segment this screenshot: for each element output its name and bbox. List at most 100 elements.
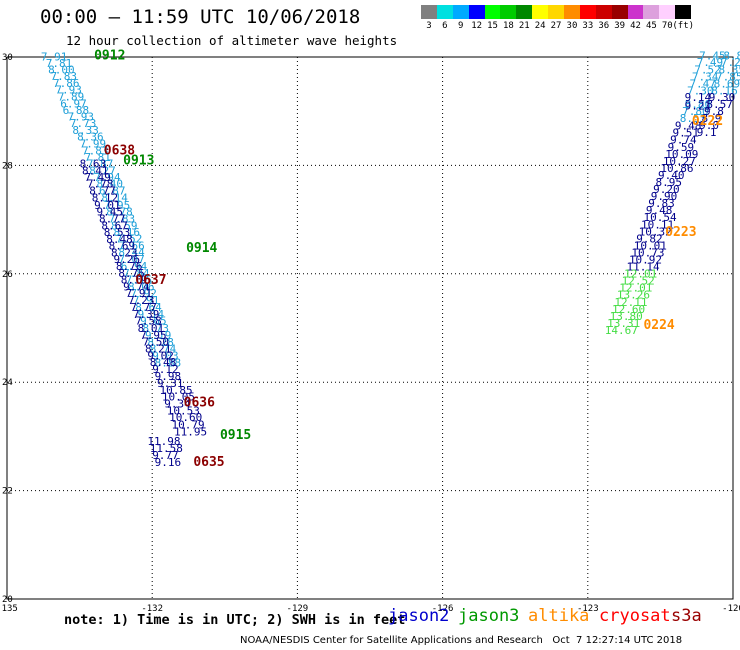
wave-height-value: 7.91 bbox=[133, 294, 160, 307]
wave-height-value: 7.45 bbox=[699, 50, 726, 63]
wave-height-value: 7.89 bbox=[58, 90, 85, 103]
scale-label: 9 bbox=[458, 21, 464, 31]
wave-height-value: 8.28 bbox=[147, 336, 174, 349]
scale-cell: (ft) bbox=[672, 5, 694, 31]
scale-label: 27 bbox=[550, 21, 562, 31]
wave-height-value: 9.26 bbox=[113, 253, 140, 266]
pass-time-label: 0912 bbox=[94, 49, 125, 64]
wave-height-value: 9.40 bbox=[658, 169, 685, 182]
lon-tick-label: -129 bbox=[287, 604, 309, 614]
legend-s3a: s3a bbox=[671, 606, 702, 626]
wave-height-value: 12.52 bbox=[622, 275, 655, 288]
wave-height-value: 9.14 bbox=[685, 91, 712, 104]
wave-height-value: 9.74 bbox=[670, 134, 697, 147]
wave-height-value: 8.44 bbox=[118, 246, 145, 259]
lon-tick-label: -126 bbox=[432, 604, 454, 614]
wave-height-value: 8.14 bbox=[101, 192, 128, 205]
scale-cell: 18 bbox=[500, 5, 517, 31]
scale-cell: 15 bbox=[484, 5, 501, 31]
wave-height-value: 7.49 bbox=[84, 171, 111, 184]
wave-height-value: 8.48 bbox=[150, 356, 177, 369]
wave-height-value: 12.60 bbox=[612, 303, 645, 316]
wave-height-value: 8.80 bbox=[685, 98, 712, 111]
scale-cell: 39 bbox=[611, 5, 628, 31]
wave-height-value: 8.57 bbox=[706, 98, 733, 111]
legend-jason2: jason2 bbox=[388, 606, 450, 626]
legend-altika: altika bbox=[528, 606, 590, 626]
wave-height-value: 8.75 bbox=[118, 267, 145, 280]
scale-swatch bbox=[484, 5, 501, 19]
wave-height-value: 9.8 bbox=[704, 105, 724, 118]
wave-height-value: 9.90 bbox=[651, 190, 678, 203]
wave-height-value: 7.92 bbox=[130, 287, 157, 300]
wave-height-value: 7.87 bbox=[87, 158, 114, 171]
wave-height-value: 12.01 bbox=[624, 268, 657, 281]
wave-height-value: 8.06 bbox=[128, 281, 155, 294]
wave-height-value: 11.95 bbox=[174, 425, 207, 438]
wave-height-value: 7.73 bbox=[70, 117, 97, 130]
lon-tick-label: -120 bbox=[722, 604, 740, 614]
wave-height-value: 7.58 bbox=[135, 315, 162, 328]
wave-height-value: 7.84 bbox=[123, 267, 150, 280]
lat-tick-label: 22 bbox=[2, 487, 13, 497]
lon-tick-label: -135 bbox=[0, 604, 18, 614]
wave-height-value: 6.87 bbox=[99, 185, 126, 198]
scale-swatch bbox=[611, 5, 628, 19]
scale-swatch bbox=[675, 5, 692, 19]
scale-label: 3 bbox=[426, 21, 432, 31]
map-subtitle: 12 hour collection of altimeter wave hei… bbox=[66, 33, 398, 48]
wave-height-value: 7.94 bbox=[94, 171, 121, 184]
lat-tick-label: 28 bbox=[2, 161, 13, 171]
wave-height-value: 8.88 bbox=[155, 356, 182, 369]
scale-cell: 36 bbox=[595, 5, 612, 31]
scale-label: 36 bbox=[598, 21, 610, 31]
wave-height-value: 8.95 bbox=[656, 176, 683, 189]
wave-height-value: 9.19 bbox=[145, 329, 172, 342]
wave-height-value: 8.77 bbox=[99, 212, 126, 225]
wave-height-value: 8.40 bbox=[97, 178, 124, 191]
wave-height-value: 8.74 bbox=[150, 342, 177, 355]
wave-height-value: 13.26 bbox=[617, 289, 650, 302]
wave-height-value: 6.97 bbox=[60, 97, 87, 110]
scale-cell: 12 bbox=[468, 5, 485, 31]
wave-height-value: 7.28 bbox=[721, 56, 740, 69]
wave-height-value: 8.21 bbox=[145, 342, 172, 355]
wave-height-value: 9.16 bbox=[155, 456, 182, 469]
wave-height-value: 9.12 bbox=[152, 363, 179, 376]
wave-height-value: 7.83 bbox=[109, 212, 136, 225]
wave-height-value: 8.16 bbox=[113, 226, 140, 239]
wave-height-value: 10.54 bbox=[643, 211, 676, 224]
scale-cell: 9 bbox=[452, 5, 469, 31]
scale-cell: 6 bbox=[436, 5, 453, 31]
scale-label: 12 bbox=[471, 21, 483, 31]
scale-swatch bbox=[627, 5, 644, 19]
pass-time-label: 0913 bbox=[123, 153, 154, 168]
wave-height-value: 7.77 bbox=[130, 301, 157, 314]
pass-time-label: 0636 bbox=[184, 396, 215, 411]
wave-height-value: 8.64 bbox=[135, 301, 162, 314]
wave-height-value: 7.78 bbox=[87, 178, 114, 191]
scale-swatch bbox=[548, 5, 565, 19]
wave-height-value: 10.92 bbox=[629, 254, 662, 267]
pass-time-label: 0223 bbox=[665, 225, 696, 240]
pass-time-label: 0635 bbox=[193, 455, 224, 470]
wave-height-value: 9.21 bbox=[685, 100, 712, 113]
wave-height-value: 10.53 bbox=[167, 405, 200, 418]
wave-height-value: 10.32 bbox=[639, 225, 672, 238]
wave-height-value: 7.95 bbox=[104, 199, 131, 212]
wave-height-value: 11.14 bbox=[627, 261, 660, 274]
wave-height-value: 10.05 bbox=[162, 391, 195, 404]
scale-swatch bbox=[643, 5, 660, 19]
scale-swatch bbox=[532, 5, 549, 19]
scale-swatch bbox=[468, 5, 485, 19]
scale-label: 42 bbox=[630, 21, 641, 31]
wave-height-value: 9.1 bbox=[697, 126, 717, 139]
wave-height-value: 8.77 bbox=[89, 185, 116, 198]
pass-time-label: 0915 bbox=[220, 428, 251, 443]
lon-tick-label: -132 bbox=[141, 604, 163, 614]
wave-height-value: 14.67 bbox=[605, 324, 638, 337]
wave-height-value: 10.73 bbox=[631, 246, 664, 259]
wave-height-value: 7.15 bbox=[126, 274, 153, 287]
pass-time-label: 0638 bbox=[104, 144, 135, 159]
